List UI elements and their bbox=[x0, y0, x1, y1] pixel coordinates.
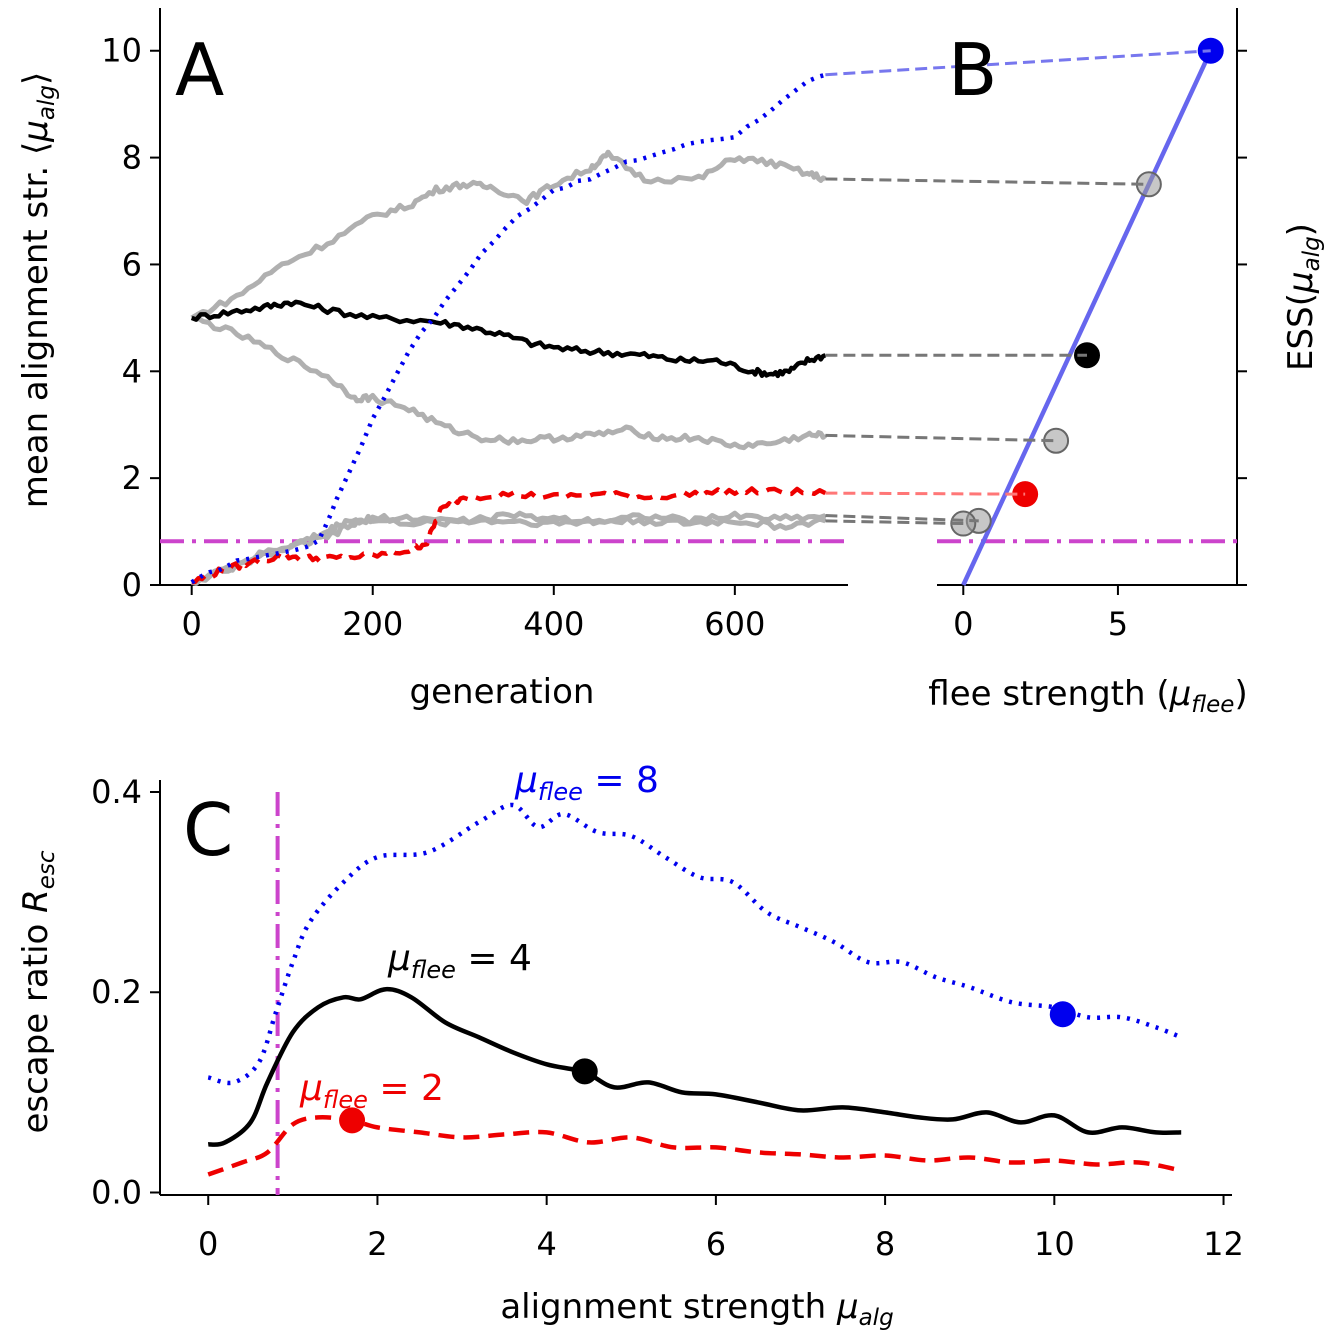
panel-c-x-tick-label: 6 bbox=[706, 1225, 726, 1263]
panel-c-xlabel-main: alignment strength bbox=[500, 1287, 837, 1327]
panel-a-y-tick-label: 6 bbox=[122, 245, 142, 283]
panel-c-xlabel-subscript: alg bbox=[859, 1305, 894, 1331]
series-label-mu-flee-2-subscript: flee bbox=[323, 1086, 368, 1114]
panel-c-series-mu-flee-8 bbox=[207, 802, 1183, 1086]
panel-c-point bbox=[571, 1058, 598, 1085]
panel-c-x-tick-label: 0 bbox=[198, 1225, 218, 1263]
panel-c-point bbox=[1049, 1001, 1076, 1028]
panel-a-series-mu-flee-4 bbox=[190, 299, 827, 379]
panel-letter-b: B bbox=[948, 28, 997, 112]
series-label-mu-flee-4-symbol: μ bbox=[387, 938, 411, 979]
series-label-mu-flee-8-value: = 8 bbox=[583, 760, 659, 801]
panel-b-ylabel-symbol: μ bbox=[1281, 271, 1321, 294]
panel-b-ylabel-end: ) bbox=[1281, 223, 1321, 236]
panel-c-ylabel-subscript: esc bbox=[34, 850, 60, 889]
panel-a-y-tick-label: 10 bbox=[101, 32, 142, 70]
panel-c: 0 2 4 6 8 10 12 0.0 0.2 0.4 bbox=[91, 773, 1244, 1263]
series-label-mu-flee-8-symbol: μ bbox=[514, 760, 538, 801]
panel-b-ylabel-subscript: alg bbox=[1299, 236, 1325, 271]
panel-ab-connector bbox=[825, 519, 964, 526]
series-label-mu-flee-2-value: = 2 bbox=[368, 1068, 444, 1109]
panel-c-y-tick-label: 0.0 bbox=[91, 1173, 142, 1211]
panel-b-x-tick-label: 0 bbox=[953, 605, 973, 643]
panel-a-x-tick-label: 600 bbox=[704, 605, 765, 643]
series-label-mu-flee-2: μflee = 2 bbox=[299, 1068, 444, 1114]
series-label-mu-flee-4-subscript: flee bbox=[411, 956, 456, 984]
panel-ab-connector bbox=[825, 49, 1211, 77]
series-label-mu-flee-8-subscript: flee bbox=[538, 778, 583, 806]
panel-a-y-tick-label: 2 bbox=[122, 459, 142, 497]
panel-c-xlabel-symbol: μ bbox=[836, 1287, 859, 1327]
panel-c-x-tick-label: 10 bbox=[1034, 1225, 1075, 1263]
panel-ab-connector bbox=[825, 514, 979, 523]
panel-c-x-tick-label: 2 bbox=[367, 1225, 387, 1263]
panel-a-xlabel: generation bbox=[410, 672, 595, 712]
panel-c-x-tick-label: 8 bbox=[875, 1225, 895, 1263]
panel-a-series-mu-flee-8 bbox=[190, 72, 827, 585]
panel-c-series-mu-flee-4 bbox=[207, 986, 1182, 1147]
panel-a-y-tick-label: 0 bbox=[122, 566, 142, 604]
panel-ab-connector bbox=[825, 433, 1057, 443]
series-label-mu-flee-2-symbol: μ bbox=[299, 1068, 323, 1109]
panel-a-ylabel-main: mean alignment str. ⟨ bbox=[16, 142, 56, 509]
panel-b-fit-line bbox=[961, 49, 1213, 586]
panel-c-ylabel-symbol: R bbox=[16, 889, 56, 913]
panel-ab-connector bbox=[825, 491, 1026, 496]
panel-ab-connector bbox=[825, 177, 1149, 186]
panel-a: 0 200 400 600 0 2 4 6 8 10 bbox=[101, 8, 848, 643]
panel-c-y-tick-label: 0.4 bbox=[91, 773, 142, 811]
panel-c-point bbox=[339, 1107, 366, 1134]
panel-b-xlabel-symbol: μ bbox=[1169, 674, 1192, 714]
series-label-mu-flee-4-value: = 4 bbox=[456, 938, 532, 979]
panel-a-y-tick-label: 8 bbox=[122, 139, 142, 177]
panel-b-x-tick-label: 5 bbox=[1108, 605, 1128, 643]
panel-a-ylabel-subscript: alg bbox=[34, 85, 60, 120]
panel-c-y-tick-label: 0.2 bbox=[91, 973, 142, 1011]
panel-a-x-tick-label: 0 bbox=[182, 605, 202, 643]
panel-letter-a: A bbox=[175, 28, 224, 112]
panel-a-x-tick-label: 400 bbox=[523, 605, 584, 643]
panel-a-y-tick-label: 4 bbox=[122, 352, 142, 390]
panel-c-x-tick-label: 12 bbox=[1203, 1225, 1244, 1263]
panel-a-series-gray-high bbox=[190, 149, 827, 321]
panel-a-ylabel-end: ⟩ bbox=[16, 72, 56, 85]
panel-a-ylabel-symbol: μ bbox=[16, 120, 56, 143]
panel-b-ylabel: ESS(μalg) bbox=[1281, 223, 1325, 371]
panel-letter-c: C bbox=[183, 788, 233, 872]
panel-c-xlabel: alignment strength μalg bbox=[500, 1287, 893, 1331]
panel-a-series-gray-low-2 bbox=[191, 510, 827, 585]
series-label-mu-flee-4: μflee = 4 bbox=[387, 938, 532, 984]
panel-b-xlabel-end: ) bbox=[1234, 674, 1247, 714]
panel-ab-connectors bbox=[825, 49, 1211, 526]
panel-a-series-mu-flee-2 bbox=[191, 486, 827, 585]
panel-b-xlabel: flee strength (μflee) bbox=[928, 674, 1247, 718]
panel-a-series-gray-mid bbox=[191, 315, 827, 451]
panel-a-x-tick-label: 200 bbox=[342, 605, 403, 643]
panel-b-xlabel-subscript: flee bbox=[1191, 692, 1234, 718]
panel-a-ylabel: mean alignment str. ⟨μalg⟩ bbox=[16, 72, 60, 509]
panel-c-ylabel-main: escape ratio bbox=[16, 913, 56, 1134]
panel-b-xlabel-main: flee strength ( bbox=[928, 674, 1169, 714]
panel-c-x-tick-label: 4 bbox=[536, 1225, 556, 1263]
series-label-mu-flee-8: μflee = 8 bbox=[514, 760, 659, 806]
panel-b-ylabel-main: ESS( bbox=[1281, 293, 1321, 371]
panel-c-series-mu-flee-2 bbox=[207, 1115, 1182, 1177]
panel-c-ylabel: escape ratio Resc bbox=[16, 850, 60, 1133]
